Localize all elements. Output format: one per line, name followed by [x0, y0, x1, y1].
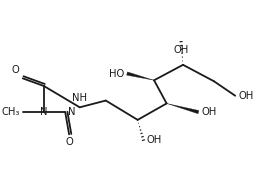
Text: NH: NH: [72, 93, 87, 103]
Text: OH: OH: [173, 45, 189, 55]
Text: OH: OH: [238, 91, 253, 101]
Text: OH: OH: [201, 107, 217, 117]
Text: CH₃: CH₃: [2, 107, 20, 117]
Text: OH: OH: [146, 135, 162, 145]
Text: HO: HO: [109, 68, 124, 78]
Polygon shape: [126, 72, 154, 80]
Text: O: O: [11, 65, 19, 76]
Text: N: N: [40, 107, 48, 117]
Text: N: N: [68, 107, 76, 117]
Polygon shape: [167, 103, 199, 114]
Text: O: O: [65, 137, 73, 147]
